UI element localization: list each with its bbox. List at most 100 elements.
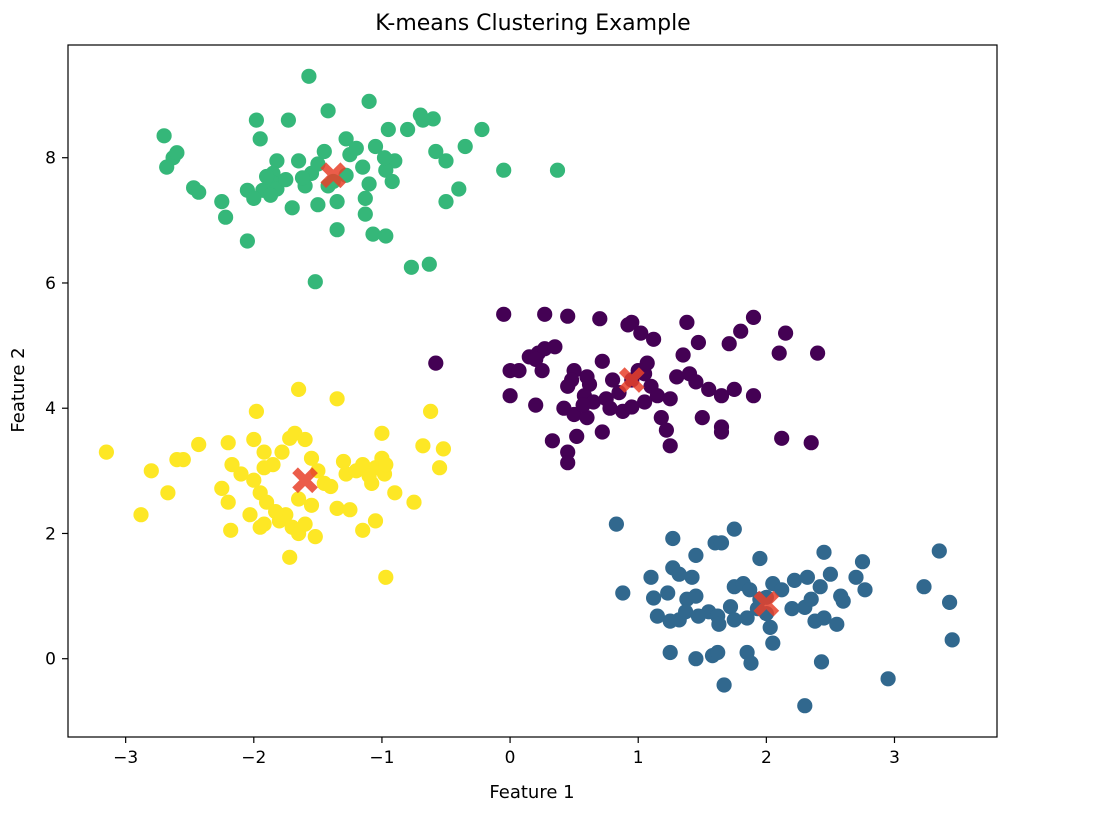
point-cluster-0-54 bbox=[637, 394, 653, 410]
point-cluster-0-70 bbox=[579, 369, 595, 385]
y-tick-label-0: 0 bbox=[45, 650, 56, 670]
point-cluster-1-38 bbox=[649, 608, 666, 624]
point-cluster-3-36 bbox=[297, 516, 313, 532]
point-cluster-1-16 bbox=[660, 585, 676, 601]
y-tick-label-1: 2 bbox=[45, 524, 56, 544]
point-cluster-0-3 bbox=[592, 311, 608, 327]
point-cluster-1-61 bbox=[743, 655, 759, 671]
point-cluster-2-60 bbox=[348, 140, 364, 156]
point-cluster-1-30 bbox=[799, 569, 816, 585]
point-cluster-1-35 bbox=[857, 582, 873, 598]
point-cluster-1-57 bbox=[688, 651, 704, 667]
point-cluster-1-65 bbox=[880, 671, 896, 687]
point-cluster-1-24 bbox=[742, 582, 758, 598]
point-cluster-2-10 bbox=[400, 121, 416, 138]
point-cluster-3-56 bbox=[435, 441, 451, 457]
point-cluster-2-7 bbox=[438, 153, 454, 169]
point-cluster-1-4 bbox=[713, 535, 730, 551]
point-cluster-2-39 bbox=[338, 131, 354, 147]
point-cluster-2-62 bbox=[262, 187, 279, 203]
point-cluster-3-52 bbox=[406, 494, 422, 510]
point-cluster-2-54 bbox=[451, 181, 467, 197]
point-cluster-1-11 bbox=[684, 569, 700, 585]
point-cluster-0-65 bbox=[560, 455, 576, 471]
point-cluster-3-16 bbox=[175, 452, 191, 468]
point-cluster-2-21 bbox=[239, 233, 255, 249]
x-tick-label-2: −1 bbox=[369, 748, 394, 768]
point-cluster-2-37 bbox=[329, 194, 345, 210]
point-cluster-0-50 bbox=[566, 406, 582, 423]
x-tick-label-1: −2 bbox=[241, 748, 266, 768]
point-cluster-3-28 bbox=[214, 480, 230, 496]
point-cluster-2-19 bbox=[218, 209, 234, 225]
point-cluster-3-27 bbox=[133, 507, 149, 523]
point-cluster-3-8 bbox=[256, 444, 272, 460]
y-tick-label-4: 8 bbox=[45, 149, 56, 169]
point-cluster-0-45 bbox=[745, 388, 762, 404]
point-cluster-3-63 bbox=[268, 504, 284, 520]
point-cluster-0-56 bbox=[658, 422, 675, 438]
point-cluster-0-23 bbox=[528, 351, 544, 367]
point-cluster-2-14 bbox=[169, 145, 185, 161]
point-cluster-0-46 bbox=[639, 355, 655, 371]
chart-title: K-means Clustering Example bbox=[375, 11, 690, 36]
point-cluster-2-44 bbox=[357, 206, 373, 222]
point-cluster-0-14 bbox=[771, 345, 787, 361]
x-tick-label-3: 0 bbox=[505, 748, 516, 768]
point-cluster-1-51 bbox=[803, 591, 819, 607]
point-cluster-2-64 bbox=[376, 150, 393, 166]
point-cluster-1-41 bbox=[678, 604, 694, 620]
point-cluster-0-58 bbox=[694, 410, 710, 426]
point-cluster-3-57 bbox=[374, 425, 390, 441]
point-cluster-3-46 bbox=[355, 457, 371, 473]
point-cluster-0-8 bbox=[679, 314, 695, 330]
point-cluster-1-63 bbox=[813, 654, 830, 670]
point-cluster-3-51 bbox=[387, 485, 403, 501]
point-cluster-1-1 bbox=[726, 521, 742, 537]
point-cluster-2-23 bbox=[252, 131, 268, 147]
point-cluster-0-37 bbox=[662, 391, 678, 407]
point-cluster-2-46 bbox=[378, 162, 394, 178]
centroid-marker-1 bbox=[753, 590, 780, 617]
point-cluster-0-38 bbox=[669, 369, 685, 385]
point-cluster-2-53 bbox=[438, 194, 454, 210]
points-layer bbox=[98, 68, 960, 714]
point-cluster-0-66 bbox=[569, 428, 585, 444]
point-cluster-0-51 bbox=[579, 410, 595, 426]
point-cluster-1-5 bbox=[752, 550, 768, 567]
point-cluster-1-15 bbox=[646, 590, 662, 606]
point-cluster-3-26 bbox=[160, 485, 176, 501]
point-cluster-0-60 bbox=[713, 424, 730, 440]
point-cluster-0-68 bbox=[624, 399, 640, 415]
centroid-marker-3 bbox=[292, 467, 318, 494]
point-cluster-3-20 bbox=[246, 472, 262, 488]
point-cluster-3-7 bbox=[246, 431, 262, 448]
point-cluster-2-25 bbox=[280, 112, 296, 128]
point-cluster-0-5 bbox=[620, 317, 636, 333]
point-cluster-0-48 bbox=[528, 397, 544, 413]
point-cluster-0-18 bbox=[511, 363, 527, 379]
point-cluster-2-59 bbox=[310, 197, 326, 213]
point-cluster-3-6 bbox=[220, 435, 236, 451]
point-cluster-3-39 bbox=[329, 500, 345, 516]
point-cluster-3-65 bbox=[252, 519, 268, 535]
point-cluster-2-56 bbox=[549, 162, 566, 178]
y-axis: 0 2 4 6 8 bbox=[45, 149, 68, 670]
point-cluster-3-54 bbox=[423, 403, 439, 419]
point-cluster-3-29 bbox=[223, 522, 239, 538]
point-cluster-0-61 bbox=[774, 430, 790, 446]
point-cluster-0-41 bbox=[688, 374, 704, 390]
point-cluster-1-42 bbox=[690, 608, 707, 624]
centroids-layer bbox=[292, 162, 780, 617]
point-cluster-2-15 bbox=[159, 159, 175, 175]
point-cluster-3-43 bbox=[378, 569, 394, 585]
point-cluster-1-12 bbox=[688, 547, 704, 564]
point-cluster-0-39 bbox=[675, 347, 691, 363]
point-cluster-2-9 bbox=[380, 121, 396, 138]
point-cluster-0-64 bbox=[560, 444, 576, 460]
point-cluster-3-40 bbox=[342, 502, 358, 518]
point-cluster-3-2 bbox=[248, 403, 264, 419]
point-cluster-0-62 bbox=[803, 435, 819, 451]
point-cluster-3-1 bbox=[329, 391, 345, 407]
x-tick-label-0: −3 bbox=[113, 748, 138, 768]
